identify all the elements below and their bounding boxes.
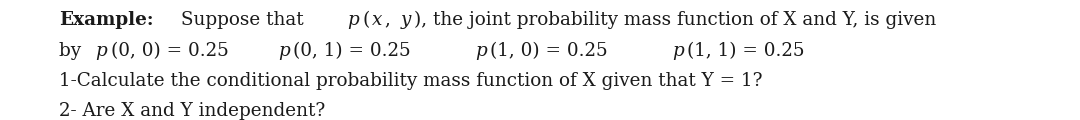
Text: ,: , — [386, 11, 397, 29]
Text: x: x — [372, 11, 382, 29]
Text: Suppose that: Suppose that — [181, 11, 310, 29]
Text: y: y — [401, 11, 410, 29]
Text: (0, 0) = 0.25: (0, 0) = 0.25 — [110, 42, 240, 60]
Text: by: by — [59, 42, 87, 60]
Text: Example:: Example: — [59, 11, 154, 29]
Text: (1, 0) = 0.25: (1, 0) = 0.25 — [490, 42, 632, 60]
Text: p: p — [475, 42, 487, 60]
Text: (: ( — [363, 11, 369, 29]
Text: 2- Are X and Y independent?: 2- Are X and Y independent? — [59, 102, 326, 120]
Text: 1-Calculate the conditional probability mass function of X given that Y = 1?: 1-Calculate the conditional probability … — [59, 72, 762, 90]
Text: (1, 1) = 0.25: (1, 1) = 0.25 — [688, 42, 805, 60]
Text: p: p — [673, 42, 684, 60]
Text: ), the joint probability mass function of X and Y, is given: ), the joint probability mass function o… — [414, 11, 936, 29]
Text: (0, 1) = 0.25: (0, 1) = 0.25 — [293, 42, 434, 60]
Text: p: p — [95, 42, 107, 60]
Text: p: p — [278, 42, 289, 60]
Text: p: p — [348, 11, 359, 29]
